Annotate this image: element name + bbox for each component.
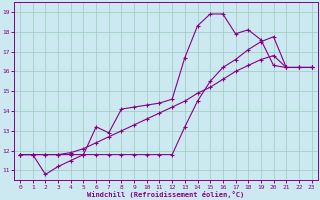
X-axis label: Windchill (Refroidissement éolien,°C): Windchill (Refroidissement éolien,°C)	[87, 191, 244, 198]
